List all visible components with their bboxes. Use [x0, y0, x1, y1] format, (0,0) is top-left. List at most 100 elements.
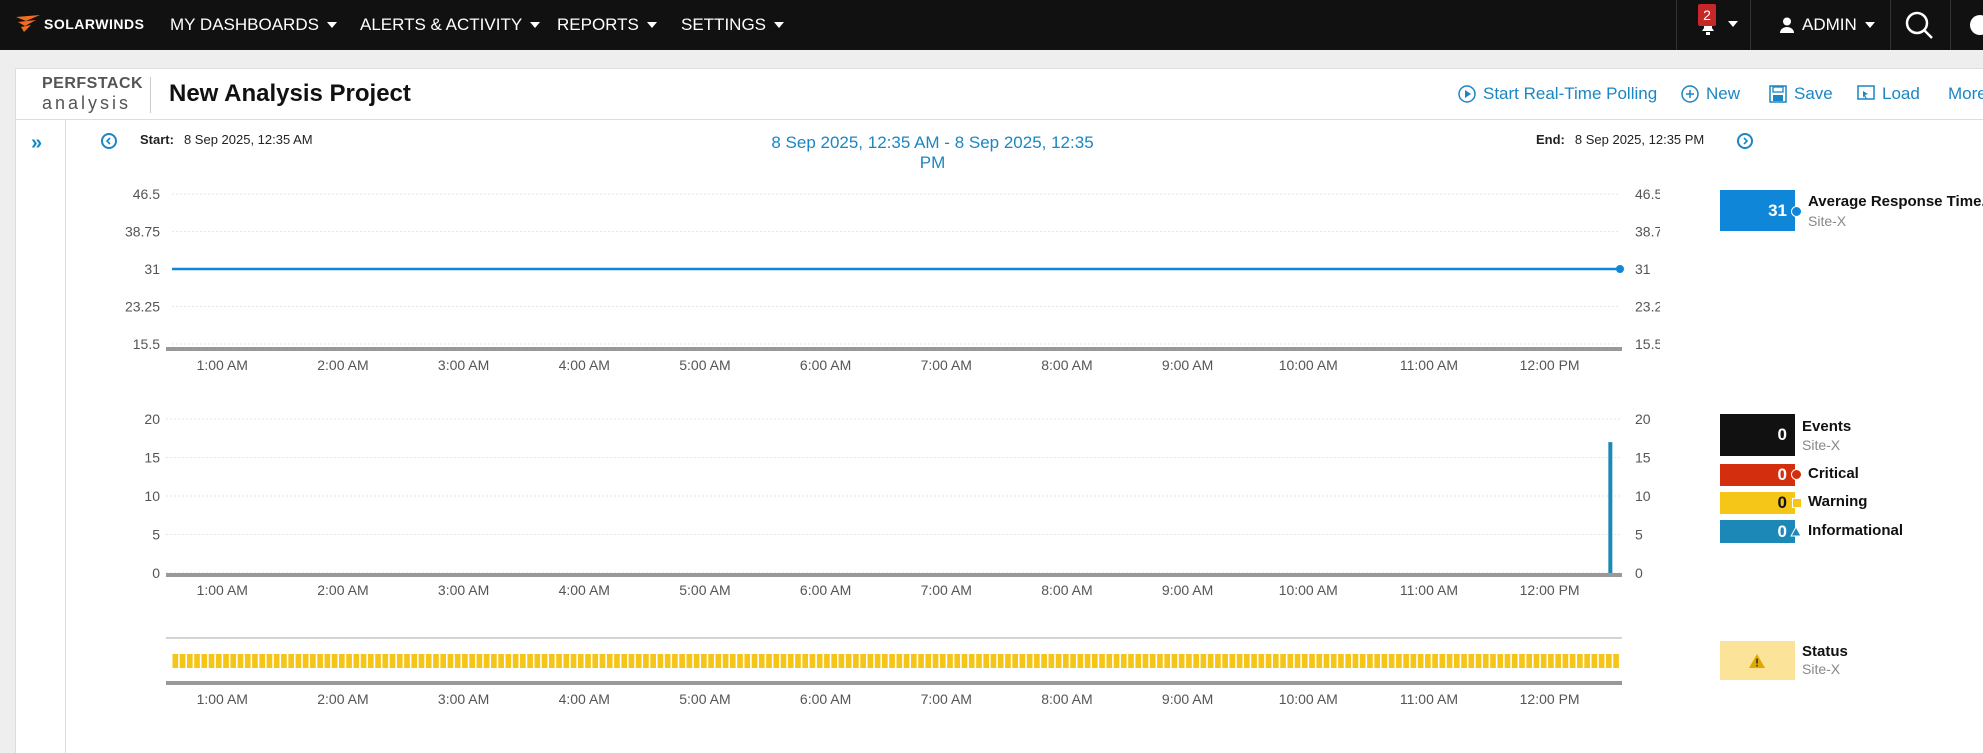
- line-chart-x-tick-label: 11:00 AM: [1400, 357, 1458, 373]
- load-button[interactable]: Load: [1857, 84, 1920, 104]
- events-chart-y-tick-label: 10: [144, 488, 160, 504]
- status-segment: [643, 654, 649, 668]
- user-name: ADMIN: [1802, 15, 1857, 34]
- line-chart-x-tick-label: 2:00 AM: [317, 357, 368, 373]
- events-chart-x-tick-label: 4:00 AM: [559, 582, 610, 598]
- status-segment: [1359, 654, 1366, 668]
- legend-informational-value[interactable]: 0: [1720, 520, 1795, 543]
- nav-my-dashboards[interactable]: MY DASHBOARDS: [170, 15, 337, 35]
- status-segment: [339, 654, 345, 668]
- status-segment: [1323, 654, 1330, 668]
- status-segment: [563, 654, 570, 668]
- status-segment: [773, 654, 780, 668]
- legend-events-value[interactable]: 0: [1720, 414, 1795, 456]
- status-segment: [708, 654, 714, 668]
- status-segment: [882, 654, 888, 668]
- logo-text: SOLARWINDS: [44, 16, 145, 32]
- line-chart-x-tick-label: 9:00 AM: [1162, 357, 1213, 373]
- status-segment: [310, 654, 316, 668]
- status-segment: [317, 654, 323, 668]
- status-segment: [990, 654, 997, 668]
- status-segment: [845, 654, 852, 668]
- status-segment: [780, 654, 787, 668]
- status-segment: [1012, 654, 1018, 668]
- status-segment: [491, 654, 497, 668]
- status-segment: [824, 654, 830, 668]
- status-segment: [925, 654, 932, 668]
- events-chart-y-tick-label: 0: [152, 565, 160, 581]
- legend-informational-name: Informational: [1808, 522, 1904, 539]
- status-segment: [259, 654, 266, 668]
- end-time[interactable]: End: 8 Sep 2025, 12:35 PM: [1536, 132, 1704, 147]
- solarwinds-logo[interactable]: SOLARWINDS: [16, 11, 144, 37]
- legend-warning-value[interactable]: 0: [1720, 492, 1795, 514]
- save-icon: [1769, 85, 1787, 103]
- status-segment: [585, 654, 591, 668]
- more-button[interactable]: More: [1948, 84, 1983, 104]
- status-segment: [1417, 654, 1424, 668]
- status-segment: [787, 654, 794, 668]
- project-header: PERFSTACK analysis New Analysis Project …: [16, 69, 1983, 120]
- line-chart-x-tick-label: 4:00 AM: [559, 357, 610, 373]
- time-range-display[interactable]: 8 Sep 2025, 12:35 AM - 8 Sep 2025, 12:35…: [771, 133, 1094, 172]
- status-segment: [440, 654, 447, 668]
- status-segment: [186, 654, 193, 668]
- status-segment: [961, 654, 968, 668]
- nav-alerts-activity[interactable]: ALERTS & ACTIVITY: [360, 15, 541, 35]
- status-segment: [744, 654, 751, 668]
- status-segment: [1511, 654, 1518, 668]
- start-time[interactable]: Start: 8 Sep 2025, 12:35 AM: [140, 132, 313, 147]
- status-segment: [1149, 654, 1156, 668]
- status-segment: [1120, 654, 1127, 668]
- status-segment: [867, 654, 874, 668]
- status-chart[interactable]: 1:00 AM 2:00 AM 3:00 AM 4:00 AM 5:00 AM 6:00 …: [120, 630, 1660, 710]
- start-real-time-polling-button[interactable]: Start Real-Time Polling: [1458, 84, 1657, 104]
- start-label: Start:: [140, 132, 174, 147]
- status-segment: [194, 654, 200, 668]
- status-segment: [896, 654, 903, 668]
- status-segment: [1475, 654, 1482, 668]
- line-chart-x-tick-label: 1:00 AM: [197, 357, 248, 373]
- perfstack-panel: PERFSTACK analysis New Analysis Project …: [15, 68, 1983, 753]
- status-segment: [1099, 654, 1105, 668]
- nav-settings[interactable]: SETTINGS: [681, 15, 785, 35]
- legend-response-value[interactable]: 31: [1720, 190, 1795, 231]
- status-segment: [657, 654, 664, 668]
- status-segment: [1591, 654, 1598, 668]
- legend-critical-value[interactable]: 0: [1720, 464, 1795, 486]
- events-chart-y-tick-label: 20: [144, 411, 160, 427]
- status-segment: [1584, 654, 1590, 668]
- status-segment: [1526, 654, 1533, 668]
- search-icon[interactable]: [1905, 11, 1935, 41]
- line-chart-y-tick-label: 38.75: [125, 224, 160, 240]
- previous-range-button[interactable]: [101, 133, 117, 149]
- status-segment: [737, 654, 743, 668]
- status-segment: [1482, 654, 1489, 668]
- status-segment: [201, 654, 208, 668]
- status-segment: [831, 654, 837, 668]
- status-segment: [1345, 654, 1352, 668]
- response-time-chart[interactable]: 46.5 46.5 38.75 38.75 31 31 23.25 23.25 15.5 15.5…: [120, 180, 1660, 380]
- user-menu[interactable]: ADMIN: [1780, 15, 1875, 35]
- new-button[interactable]: New: [1681, 84, 1740, 104]
- expand-sidebar-icon[interactable]: »: [31, 132, 43, 154]
- status-segment: [411, 654, 418, 668]
- status-segment: [1338, 654, 1344, 668]
- events-chart[interactable]: 20 20 15 15 10 10 5 5 0 0 1:00 AM 2:00 AM 3:00 AM 4:0…: [120, 405, 1660, 605]
- nav-reports[interactable]: REPORTS: [557, 15, 657, 35]
- next-range-button[interactable]: [1737, 133, 1753, 149]
- status-segment: [418, 654, 425, 668]
- status-segment: [223, 654, 229, 668]
- nav-divider: [1950, 0, 1951, 50]
- status-segment: [1171, 654, 1178, 668]
- chevron-down-icon: [1728, 21, 1738, 27]
- events-chart-y-tick-label-right: 10: [1635, 488, 1651, 504]
- save-label: Save: [1794, 84, 1833, 103]
- save-button[interactable]: Save: [1769, 84, 1833, 104]
- status-segment: [469, 654, 475, 668]
- help-icon[interactable]: [1970, 15, 1983, 35]
- status-segment: [1258, 654, 1265, 668]
- status-segment: [302, 654, 309, 668]
- status-segment: [1106, 654, 1113, 668]
- legend-status-tile[interactable]: [1720, 641, 1795, 680]
